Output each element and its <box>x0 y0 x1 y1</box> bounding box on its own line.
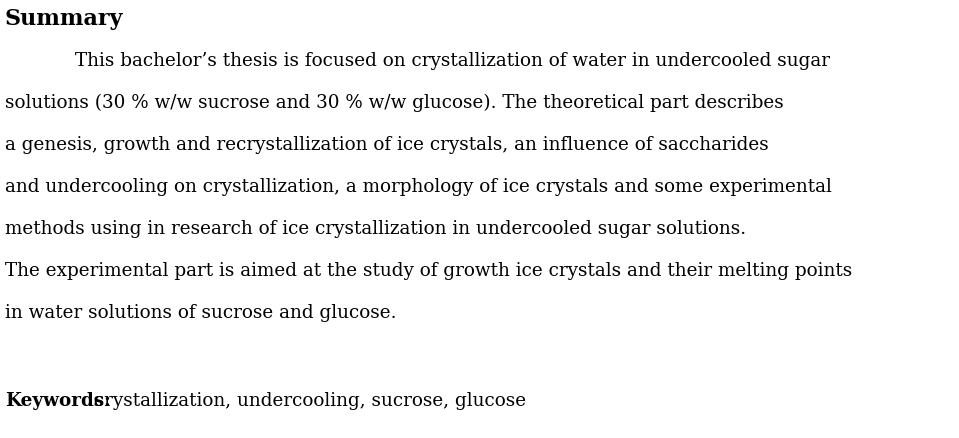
Text: Keywords:: Keywords: <box>5 392 111 410</box>
Text: in water solutions of sucrose and glucose.: in water solutions of sucrose and glucos… <box>5 304 396 322</box>
Text: crystallization, undercooling, sucrose, glucose: crystallization, undercooling, sucrose, … <box>88 392 526 410</box>
Text: The experimental part is aimed at the study of growth ice crystals and their mel: The experimental part is aimed at the st… <box>5 262 853 280</box>
Text: methods using in research of ice crystallization in undercooled sugar solutions.: methods using in research of ice crystal… <box>5 220 746 238</box>
Text: a genesis, growth and recrystallization of ice crystals, an influence of sacchar: a genesis, growth and recrystallization … <box>5 136 769 154</box>
Text: Summary: Summary <box>5 8 124 30</box>
Text: solutions (30 % w/w sucrose and 30 % w/w glucose). The theoretical part describe: solutions (30 % w/w sucrose and 30 % w/w… <box>5 94 784 112</box>
Text: This bachelor’s thesis is focused on crystallization of water in undercooled sug: This bachelor’s thesis is focused on cry… <box>75 52 830 70</box>
Text: and undercooling on crystallization, a morphology of ice crystals and some exper: and undercooling on crystallization, a m… <box>5 178 831 196</box>
